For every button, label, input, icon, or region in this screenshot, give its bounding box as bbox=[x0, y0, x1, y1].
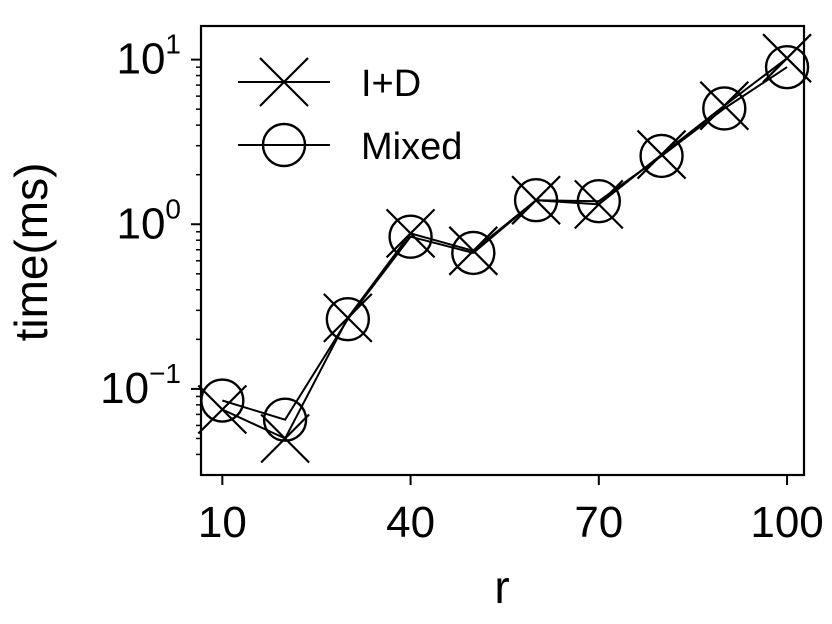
series-mixed-point bbox=[702, 86, 747, 131]
series-mixed-point bbox=[262, 397, 308, 442]
series-i-d-line bbox=[221, 57, 788, 440]
x-tick-label: 70 bbox=[574, 498, 623, 547]
legend: I+D Mixed bbox=[238, 57, 462, 168]
series-mixed-line bbox=[222, 66, 788, 421]
y-tick-label: 10−1 bbox=[100, 358, 181, 413]
legend-item-i-d-marker bbox=[259, 57, 309, 107]
series-i-d-point bbox=[636, 129, 687, 180]
series-i-d-point bbox=[197, 384, 248, 435]
series-mixed-point bbox=[639, 133, 684, 179]
x-tick-label: 100 bbox=[750, 498, 823, 547]
series-mixed-point bbox=[451, 230, 496, 276]
x-axis: 10 40 70 100 bbox=[198, 475, 824, 547]
y-tick-label: 100 bbox=[116, 193, 181, 248]
series-mixed-point bbox=[764, 44, 810, 90]
legend-item-mixed: Mixed bbox=[238, 122, 462, 168]
x-tick-label: 40 bbox=[386, 498, 435, 547]
series-mixed-point bbox=[388, 214, 433, 259]
series-layer bbox=[197, 33, 812, 464]
y-tick-label: 101 bbox=[116, 29, 181, 84]
legend-item-mixed-label: Mixed bbox=[361, 126, 462, 168]
series-i-d-point bbox=[448, 226, 499, 276]
legend-item-i-d-label: I+D bbox=[361, 63, 421, 105]
x-axis-label: r bbox=[494, 561, 509, 613]
legend-item-mixed-marker bbox=[261, 122, 307, 168]
series-mixed-point bbox=[325, 297, 371, 342]
series-mixed-point bbox=[576, 179, 622, 224]
series-i-d-point bbox=[260, 413, 310, 464]
y-axis: 10−1 100 101 bbox=[100, 29, 201, 456]
legend-item-i-d: I+D bbox=[238, 57, 421, 107]
y-axis-label: time(ms) bbox=[5, 163, 57, 342]
x-tick-label: 10 bbox=[198, 498, 247, 547]
series-mixed-point bbox=[513, 177, 559, 223]
